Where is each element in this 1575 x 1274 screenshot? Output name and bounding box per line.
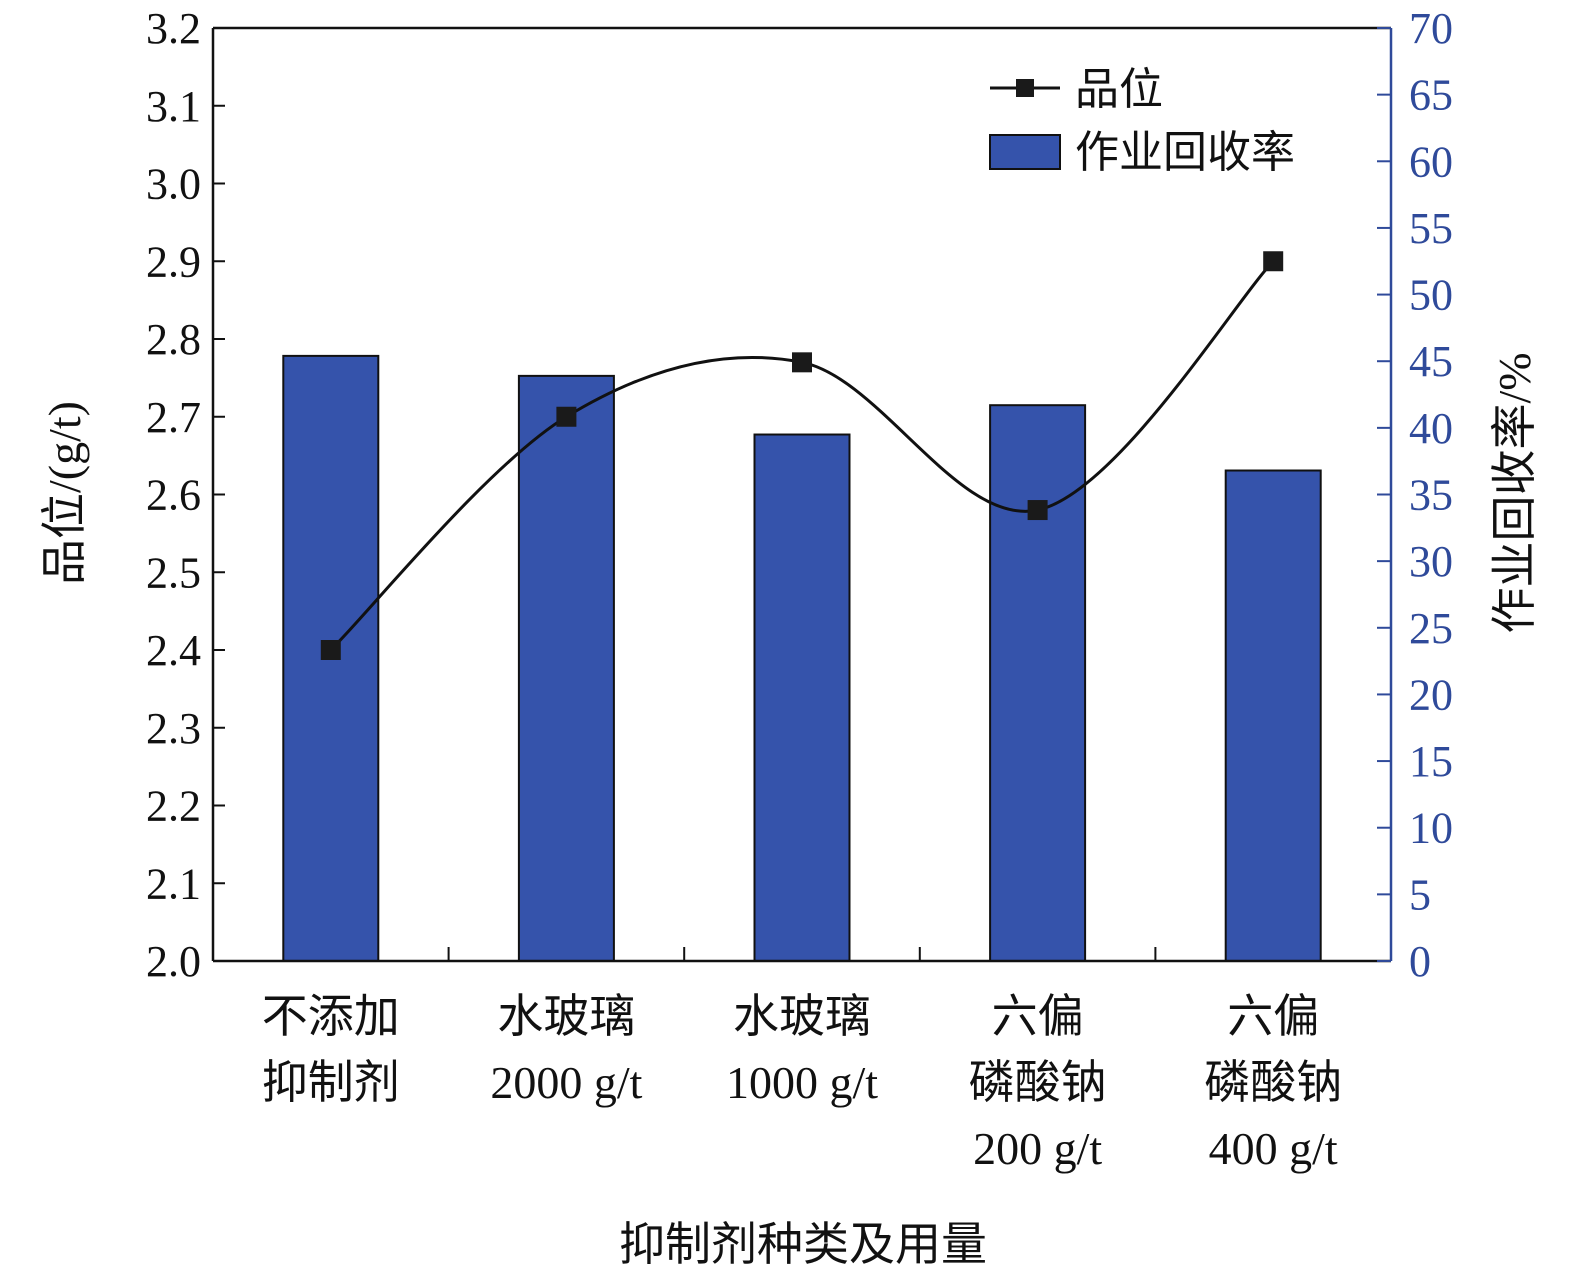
legend-line-marker (1016, 79, 1034, 97)
y-axis-right-title: 作业回收率/% (1489, 352, 1540, 633)
y-left-tick-label: 2.9 (146, 237, 201, 286)
x-axis-title: 抑制剂种类及用量 (619, 1219, 987, 1270)
y-left-tick-label: 2.0 (146, 937, 201, 986)
bar-2 (753, 433, 851, 962)
y-left-tick-label: 3.0 (146, 160, 201, 209)
grade-point-0 (320, 640, 341, 660)
axes-layer (211, 26, 1393, 963)
legend-label-recovery: 作业回收率 (1075, 128, 1295, 177)
y-right-tick-label: 25 (1409, 604, 1453, 653)
category-label-0: 不添加抑制剂 (262, 991, 400, 1108)
y-left-tick-label: 3.2 (146, 4, 201, 53)
y-right-tick-label: 70 (1409, 4, 1453, 53)
y-right-tick-label: 0 (1409, 937, 1431, 986)
y-left-tick-label: 2.2 (146, 782, 201, 831)
y-axis-left-title: 品位/(g/t) (39, 401, 90, 585)
labels-layer: 2.0 2.1 2.2 2.3 2.4 2.5 2.6 2.7 2.8 2.9 3.0 3.1 3.2 0… (146, 4, 1453, 1174)
y-left-tick-label: 2.1 (146, 859, 201, 908)
y-left-tick-label: 2.3 (146, 704, 201, 753)
y-right-tick-label: 10 (1409, 804, 1453, 853)
category-label-4: 六偏磷酸钠 400 g/t (1204, 991, 1342, 1174)
grade-point-1 (556, 406, 577, 427)
y-left-tick-label: 2.4 (146, 626, 201, 675)
y-left-tick-label: 3.1 (146, 82, 201, 131)
line-layer (320, 251, 1284, 660)
bars-layer (282, 354, 1322, 963)
category-label-1: 水玻璃 2000 g/t (490, 991, 642, 1108)
bar-4 (1224, 469, 1322, 962)
y-right-tick-label: 65 (1409, 71, 1453, 120)
grade-line (329, 260, 1275, 652)
y-right-tick-label: 20 (1409, 670, 1453, 719)
y-right-tick-label: 45 (1409, 337, 1453, 386)
grade-point-3 (1027, 500, 1048, 521)
grade-point-4 (1263, 251, 1284, 272)
category-label-3: 六偏磷酸钠 200 g/t (969, 991, 1107, 1174)
bar-3 (989, 404, 1087, 963)
legend: 品位 作业回收率 (989, 65, 1295, 177)
y-right-tick-label: 55 (1409, 204, 1453, 253)
y-left-tick-label: 2.5 (146, 548, 201, 597)
y-right-tick-label: 35 (1409, 471, 1453, 520)
y-right-tick-label: 30 (1409, 537, 1453, 586)
legend-bar-swatch (989, 134, 1061, 170)
y-right-tick-label: 60 (1409, 137, 1453, 186)
y-left-tick-label: 2.6 (146, 471, 201, 520)
bar-1 (517, 374, 615, 962)
y-left-tick-label: 2.8 (146, 315, 201, 364)
legend-label-grade: 品位 (1075, 65, 1163, 114)
y-right-tick-label: 40 (1409, 404, 1453, 453)
y-right-tick-label: 50 (1409, 271, 1453, 320)
y-left-tick-label: 2.7 (146, 393, 201, 442)
category-label-2: 水玻璃 1000 g/t (726, 991, 878, 1108)
y-right-tick-label: 5 (1409, 870, 1431, 919)
y-right-tick-label: 15 (1409, 737, 1453, 786)
grade-point-2 (792, 352, 812, 373)
